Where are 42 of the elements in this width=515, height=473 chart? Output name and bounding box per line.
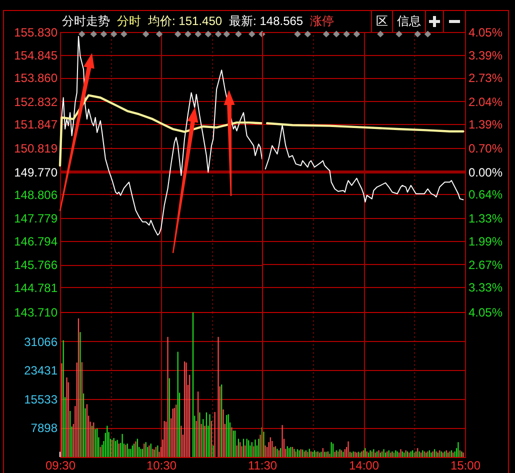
y2-tick-label: 0.70% bbox=[468, 141, 503, 156]
y-tick-label: 144.781 bbox=[14, 280, 58, 295]
text: 分时 bbox=[117, 12, 141, 30]
y-tick-label: 151.847 bbox=[14, 118, 58, 132]
y-tick-label: 145.766 bbox=[14, 258, 58, 272]
y-tick-label: 31066 bbox=[24, 335, 58, 349]
y2-tick-label: 0.64% bbox=[468, 188, 503, 202]
y2-tick-label: 1.39% bbox=[468, 117, 503, 132]
x-tick-label: 11:30 bbox=[248, 458, 278, 472]
y-tick-label: 155.830 bbox=[14, 26, 58, 40]
text: 最新: 148.565 bbox=[229, 12, 304, 30]
y-tick-label: 150.819 bbox=[14, 141, 58, 156]
x-tick-label: 10:30 bbox=[146, 458, 177, 472]
x-tick-label: 09:30 bbox=[45, 458, 76, 472]
text: 区 bbox=[371, 10, 392, 32]
y2-tick-label: 3.39% bbox=[468, 48, 503, 62]
y2-tick-label: 4.05% bbox=[468, 306, 503, 320]
y-tick-label: 152.832 bbox=[14, 94, 58, 109]
text: 涨停 bbox=[310, 12, 334, 30]
y2-tick-label: 1.99% bbox=[468, 234, 503, 248]
y2-tick-label: 1.33% bbox=[468, 211, 503, 226]
text: 均价: 151.450 bbox=[148, 12, 222, 30]
chart-title: 分时走势 bbox=[62, 12, 110, 30]
y2-tick-label: 4.05% bbox=[468, 26, 503, 40]
text: 信息 bbox=[392, 10, 425, 32]
x-tick-label: 15:00 bbox=[450, 458, 481, 472]
y-tick-label: 7898 bbox=[30, 421, 58, 436]
y-tick-label: 23431 bbox=[24, 363, 58, 378]
y-tick-label: 153.860 bbox=[14, 71, 58, 86]
y2-tick-label: 2.04% bbox=[468, 94, 503, 109]
y-tick-label: 149.770 bbox=[14, 166, 58, 180]
y-tick-label: 146.794 bbox=[14, 234, 58, 248]
y-tick-label: 143.710 bbox=[14, 306, 58, 320]
y-tick-label: 154.845 bbox=[14, 48, 58, 62]
y2-tick-label: 3.33% bbox=[468, 280, 503, 295]
y-tick-label: 147.779 bbox=[14, 211, 58, 226]
y-tick-label: 148.806 bbox=[14, 188, 58, 202]
y2-tick-label: 0.00% bbox=[468, 166, 503, 180]
y2-tick-label: 2.67% bbox=[468, 258, 503, 272]
x-tick-label: 14:00 bbox=[348, 458, 380, 472]
y-tick-label: 15533 bbox=[24, 392, 58, 407]
y2-tick-label: 2.73% bbox=[468, 71, 503, 86]
